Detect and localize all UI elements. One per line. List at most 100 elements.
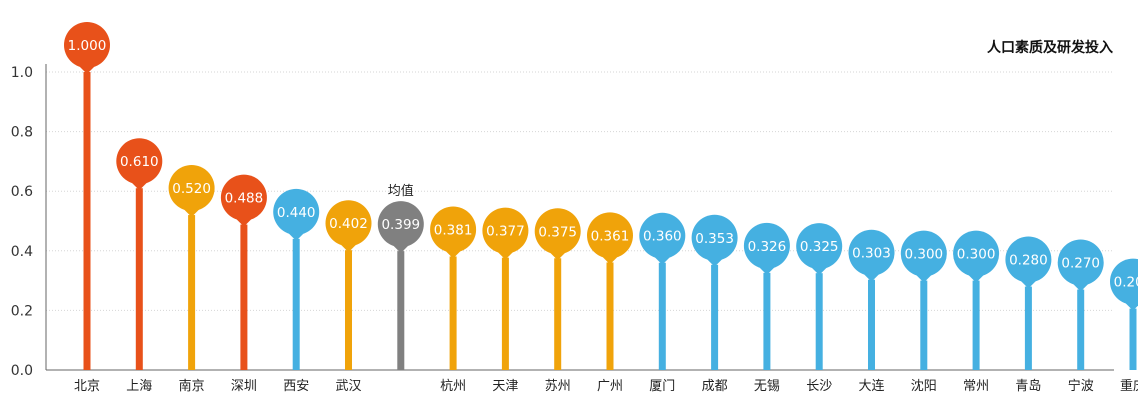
bar-stem [972,280,980,370]
x-tick-label: 深圳 [231,379,257,394]
data-label: 0.303 [852,246,891,262]
data-label: 0.270 [1061,256,1100,272]
lollipop-mark: 0.270 宁波 [1057,239,1104,394]
value-bubble [220,174,267,221]
value-bubble [796,223,843,270]
axes: 0.0 0.2 0.4 0.6 0.8 1.0 [11,64,1114,379]
chart-title: 人口素质及研发投入 [987,39,1113,56]
data-label: 0.280 [1009,253,1048,269]
data-label: 0.361 [591,228,630,244]
data-label: 0.402 [329,216,368,232]
data-label: 0.440 [277,205,316,221]
y-tick-label: 0.8 [11,125,33,141]
value-bubble [430,206,477,253]
lollipop-mark: 0.206 重庆 [1110,258,1138,394]
average-label: 均值 [388,183,414,199]
bar-stem [868,279,875,370]
data-label: 0.399 [381,217,420,233]
data-label: 0.520 [172,181,211,197]
data-label: 0.353 [695,231,734,247]
x-tick-label: 常州 [963,379,989,394]
data-label: 0.360 [643,229,682,245]
bar-stem [658,262,666,370]
lollipop-mark: 0.377 天津 [482,207,529,394]
x-tick-label: 北京 [74,379,100,394]
x-tick-label: 苏州 [545,378,571,394]
lollipop-mark: 0.280 青岛 [1005,236,1052,394]
bar-stem [606,262,614,370]
value-bubble [534,208,581,255]
value-bubble [1057,239,1104,286]
lollipop-mark: 0.300 沈阳 [900,230,947,394]
marks: 1.000 北京 0.610 上海 0.520 南京 0.488 深圳 0.440 西安 0.402… [64,22,1138,394]
value-bubble [743,222,790,269]
value-bubble [325,200,372,247]
x-tick-label: 天津 [492,379,518,394]
lollipop-mark: 0.360 厦门 [639,212,686,394]
x-tick-label: 长沙 [806,379,832,394]
data-label: 0.377 [486,224,525,240]
x-tick-label: 无锡 [754,379,780,394]
value-bubble [1110,258,1138,305]
x-tick-label: 成都 [702,379,728,394]
x-tick-label: 南京 [179,378,205,394]
y-tick-label: 0.2 [11,303,33,319]
value-bubble [273,188,320,235]
data-label: 0.206 [1114,275,1138,291]
lollipop-mark: 0.375 苏州 [534,208,581,394]
bar-stem [711,264,719,370]
lollipop-mark: 0.399 均值 [377,183,424,370]
bar-stem [345,250,352,370]
bar-stem [240,224,248,370]
data-label: 0.381 [434,222,473,238]
value-bubble [900,230,947,277]
lollipop-mark: 0.520 南京 [168,165,215,394]
bar-stem [83,72,91,370]
data-label: 1.000 [68,38,107,54]
y-tick-label: 0.0 [11,363,33,379]
x-tick-label: 大连 [858,378,884,394]
lollipop-mark: 0.353 成都 [691,214,738,394]
value-bubble [116,138,163,185]
data-label: 0.300 [904,247,943,263]
x-tick-label: 武汉 [335,379,361,394]
x-tick-label: 西安 [283,379,309,394]
value-bubble [848,229,895,276]
lollipop-mark: 1.000 北京 [64,22,110,394]
value-bubble [639,212,686,259]
value-bubble [587,212,633,259]
value-bubble [482,207,529,254]
lollipop-mark: 0.300 常州 [953,230,1000,394]
value-bubble [377,201,424,248]
x-tick-label: 广州 [597,379,623,394]
data-label: 0.326 [748,239,787,255]
x-tick-label: 杭州 [440,379,466,394]
x-tick-label: 沈阳 [911,379,937,394]
value-bubble [168,165,215,212]
data-label: 0.488 [225,191,264,207]
x-tick-label: 厦门 [649,379,675,394]
bar-stem [763,272,771,370]
lollipop-mark: 0.488 深圳 [220,174,267,394]
lollipop-mark: 0.402 武汉 [325,200,372,394]
lollipop-mark: 0.440 西安 [273,188,320,394]
y-tick-label: 0.6 [11,184,33,200]
bar-stem [1129,308,1137,370]
data-label: 0.300 [957,247,996,263]
x-tick-label: 宁波 [1068,378,1094,394]
bar-stem [449,256,457,370]
value-bubble [64,22,110,68]
lollipop-mark: 0.303 大连 [848,229,895,394]
bar-stem [135,188,143,370]
lollipop-mark: 0.381 杭州 [430,206,477,394]
bar-stem [397,251,405,370]
bar-stem [920,280,928,370]
value-bubble [953,230,1000,277]
y-tick-label: 0.4 [11,244,33,260]
bar-stem [815,273,823,370]
data-label: 0.325 [800,239,839,255]
x-tick-label: 重庆 [1120,378,1138,394]
y-tick-label: 1.0 [11,65,33,81]
lollipop-mark: 0.610 上海 [116,138,163,394]
